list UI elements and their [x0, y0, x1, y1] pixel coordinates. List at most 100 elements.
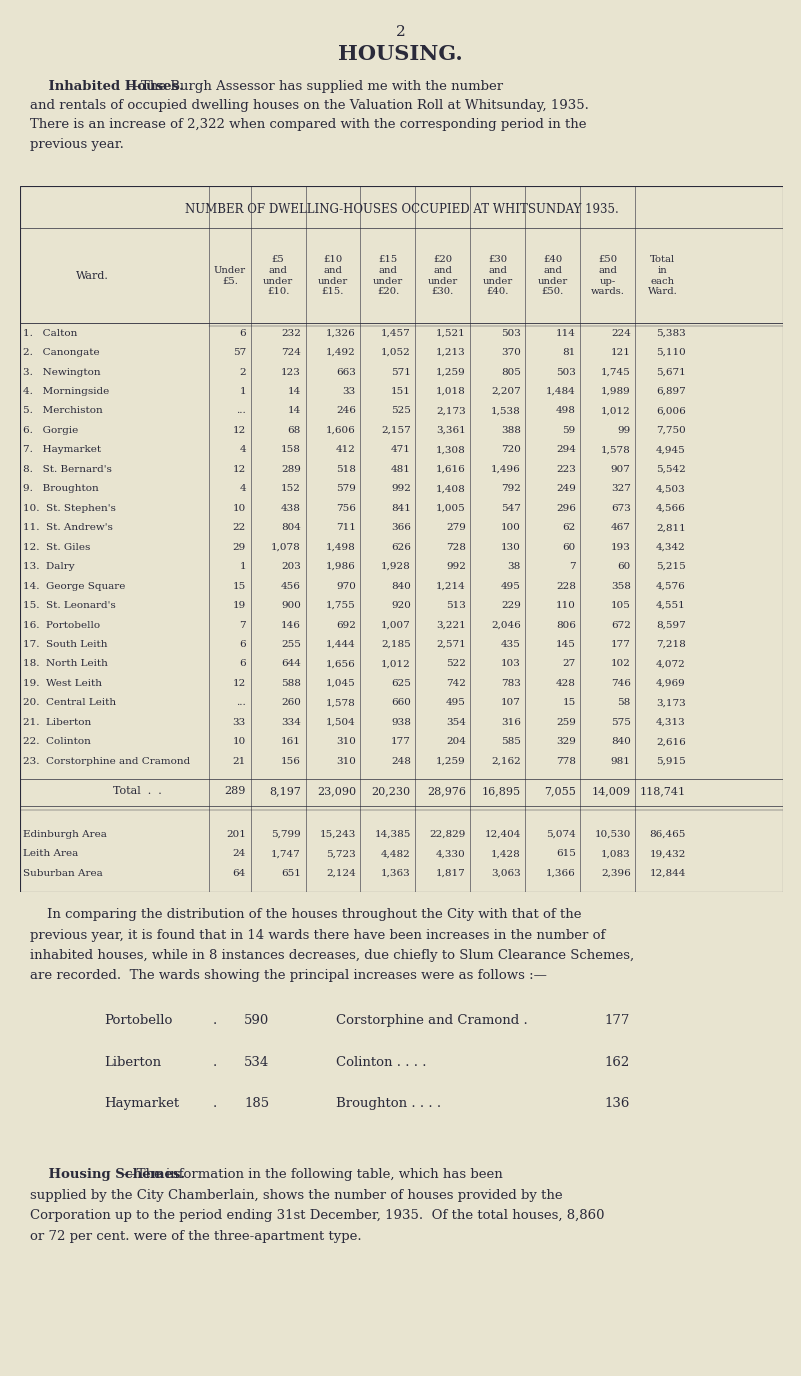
Text: 10,530: 10,530 [594, 830, 630, 839]
Text: 123: 123 [281, 367, 301, 377]
Text: 1,078: 1,078 [272, 542, 301, 552]
Text: 2,046: 2,046 [491, 621, 521, 630]
Text: 13.  Dalry: 13. Dalry [23, 563, 74, 571]
Text: 19.  West Leith: 19. West Leith [23, 678, 102, 688]
Text: 110: 110 [556, 601, 576, 610]
Text: are recorded.  The wards showing the principal increases were as follows :—: are recorded. The wards showing the prin… [30, 969, 547, 982]
Text: 158: 158 [281, 446, 301, 454]
Text: 4,313: 4,313 [656, 718, 686, 727]
Text: —The Burgh Assessor has supplied me with the number: —The Burgh Assessor has supplied me with… [30, 80, 504, 92]
Text: £20
and
under
£30.: £20 and under £30. [428, 255, 458, 296]
Text: 23.  Corstorphine and Cramond: 23. Corstorphine and Cramond [23, 757, 191, 766]
Text: 992: 992 [391, 484, 411, 494]
Text: 783: 783 [501, 678, 521, 688]
Text: 289: 289 [224, 787, 246, 797]
Text: 4,482: 4,482 [381, 849, 411, 859]
Text: 471: 471 [391, 446, 411, 454]
Text: 1,326: 1,326 [326, 329, 356, 337]
Text: 279: 279 [446, 523, 466, 533]
Text: 327: 327 [611, 484, 630, 494]
Text: 289: 289 [281, 465, 301, 473]
Text: 24: 24 [233, 849, 246, 859]
Text: 503: 503 [501, 329, 521, 337]
Text: 4,330: 4,330 [436, 849, 466, 859]
Text: 1,656: 1,656 [326, 659, 356, 669]
Text: 1,989: 1,989 [601, 387, 630, 396]
Text: 1,259: 1,259 [436, 367, 466, 377]
Text: 1.   Calton: 1. Calton [23, 329, 78, 337]
Text: 12.  St. Giles: 12. St. Giles [23, 542, 91, 552]
Text: 840: 840 [611, 738, 630, 746]
Text: 1,428: 1,428 [491, 849, 521, 859]
Text: ...: ... [236, 699, 246, 707]
Text: 22: 22 [233, 523, 246, 533]
Text: 15,243: 15,243 [320, 830, 356, 839]
Text: supplied by the City Chamberlain, shows the number of houses provided by the: supplied by the City Chamberlain, shows … [30, 1189, 563, 1201]
Text: 7,055: 7,055 [544, 787, 576, 797]
Text: 2,162: 2,162 [491, 757, 521, 766]
Text: 1: 1 [239, 563, 246, 571]
Text: 481: 481 [391, 465, 411, 473]
Text: 2,616: 2,616 [656, 738, 686, 746]
Text: 4: 4 [239, 446, 246, 454]
Text: 1,052: 1,052 [381, 348, 411, 358]
Text: 5,215: 5,215 [656, 563, 686, 571]
Text: 1,045: 1,045 [326, 678, 356, 688]
Text: 920: 920 [391, 601, 411, 610]
Text: 1,745: 1,745 [601, 367, 630, 377]
Text: 1,018: 1,018 [436, 387, 466, 396]
Text: 8,197: 8,197 [269, 787, 301, 797]
Text: 1,457: 1,457 [381, 329, 411, 337]
Text: 5,383: 5,383 [656, 329, 686, 337]
Text: inhabited houses, while in 8 instances decreases, due chiefly to Slum Clearance : inhabited houses, while in 8 instances d… [30, 949, 634, 962]
Text: 1,538: 1,538 [491, 406, 521, 416]
Text: 1,817: 1,817 [436, 868, 466, 878]
Text: 1,492: 1,492 [326, 348, 356, 358]
Text: 193: 193 [611, 542, 630, 552]
Text: 23,090: 23,090 [316, 787, 356, 797]
Text: 121: 121 [611, 348, 630, 358]
Text: 152: 152 [281, 484, 301, 494]
Text: 10: 10 [233, 504, 246, 513]
Text: .: . [212, 1097, 216, 1110]
Text: 590: 590 [244, 1014, 270, 1028]
Text: 498: 498 [556, 406, 576, 416]
Text: 1,005: 1,005 [436, 504, 466, 513]
Text: 1,521: 1,521 [436, 329, 466, 337]
Text: 1,363: 1,363 [381, 868, 411, 878]
Text: previous year, it is found that in 14 wards there have been increases in the num: previous year, it is found that in 14 wa… [30, 929, 606, 941]
Text: 720: 720 [501, 446, 521, 454]
Text: 2,571: 2,571 [436, 640, 466, 649]
Text: 7.   Haymarket: 7. Haymarket [23, 446, 101, 454]
Text: 4,551: 4,551 [656, 601, 686, 610]
Text: 81: 81 [562, 348, 576, 358]
Text: 4,576: 4,576 [656, 582, 686, 590]
Text: 900: 900 [281, 601, 301, 610]
Text: 246: 246 [336, 406, 356, 416]
Text: 525: 525 [391, 406, 411, 416]
Text: 14,385: 14,385 [375, 830, 411, 839]
Text: Leith Area: Leith Area [23, 849, 78, 859]
Text: 1,498: 1,498 [326, 542, 356, 552]
Text: 354: 354 [446, 718, 466, 727]
Text: HOUSING.: HOUSING. [338, 44, 463, 65]
Text: Portobello: Portobello [104, 1014, 172, 1028]
Text: .: . [212, 1055, 216, 1069]
Text: Liberton: Liberton [104, 1055, 161, 1069]
Text: 118,741: 118,741 [639, 787, 686, 797]
Text: 1,012: 1,012 [381, 659, 411, 669]
Text: 5,799: 5,799 [272, 830, 301, 839]
Text: 22,829: 22,829 [429, 830, 466, 839]
Text: 5,542: 5,542 [656, 465, 686, 473]
Text: 58: 58 [618, 699, 630, 707]
Text: 204: 204 [446, 738, 466, 746]
Text: 86,465: 86,465 [650, 830, 686, 839]
Text: There is an increase of 2,322 when compared with the corresponding period in the: There is an increase of 2,322 when compa… [30, 118, 587, 131]
Text: 6,006: 6,006 [656, 406, 686, 416]
Text: 4,566: 4,566 [656, 504, 686, 513]
Text: 1,606: 1,606 [326, 427, 356, 435]
Text: 9.   Broughton: 9. Broughton [23, 484, 99, 494]
Text: 201: 201 [226, 830, 246, 839]
Text: Housing Schemes.: Housing Schemes. [30, 1168, 186, 1182]
Text: 12: 12 [233, 427, 246, 435]
